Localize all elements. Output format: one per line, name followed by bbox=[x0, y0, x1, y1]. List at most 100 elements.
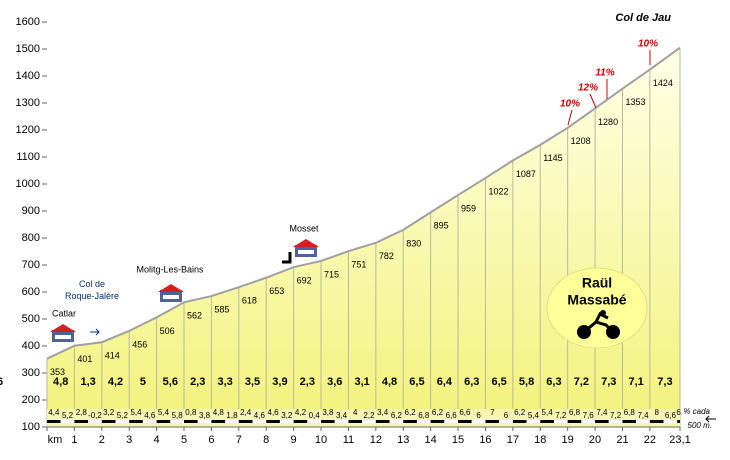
steep-sign: 11% bbox=[595, 68, 614, 79]
half-km-gradient: 4,2 bbox=[295, 408, 307, 417]
half-km-gradient: 4 bbox=[353, 408, 358, 417]
plot: 100 200 300 400 500 600 700 800 900 1000 1100 1200 1… bbox=[0, 16, 716, 446]
half-km-strip bbox=[622, 420, 637, 423]
arrow bbox=[705, 415, 716, 423]
y-tick-label: 1300 bbox=[16, 97, 40, 109]
km-gradient: 6,5 bbox=[409, 376, 424, 388]
km-gradient: 4,2 bbox=[108, 376, 123, 388]
half-km-strip bbox=[595, 420, 609, 423]
half-km-strip bbox=[252, 420, 267, 423]
half-km-gradient: 6,8 bbox=[624, 408, 636, 417]
x-tick-label: 23,1 bbox=[669, 434, 690, 446]
legend-note: 500 m. bbox=[688, 421, 712, 430]
half-km-gradient: 6 bbox=[676, 408, 681, 417]
half-km-gradient: 6,8 bbox=[418, 411, 430, 420]
badge-text: Raül bbox=[582, 275, 612, 291]
half-km-strip bbox=[649, 420, 664, 423]
half-km-strip bbox=[115, 420, 130, 423]
steep-sign: 10% bbox=[560, 99, 580, 110]
data-label: 562 bbox=[187, 311, 202, 321]
half-km-gradient: 7 bbox=[490, 408, 495, 417]
half-km-gradient: 5,4 bbox=[158, 408, 170, 417]
icon bbox=[158, 284, 184, 292]
half-km-strip bbox=[553, 420, 568, 423]
half-km-gradient: 4,6 bbox=[254, 411, 266, 420]
km-gradient: 6,3 bbox=[546, 376, 561, 388]
half-km-strip bbox=[512, 420, 527, 423]
data-label: 1424 bbox=[653, 78, 673, 88]
y-tick-label: 200 bbox=[22, 394, 40, 406]
icon bbox=[282, 252, 292, 264]
x-tick-label: 7 bbox=[236, 434, 242, 446]
x-tick-label: km bbox=[48, 434, 63, 446]
place-label: Col de Roque-Jalère bbox=[65, 279, 119, 301]
x-tick-label: 11 bbox=[343, 434, 354, 446]
data-label: 959 bbox=[461, 203, 476, 213]
area-fill bbox=[47, 47, 680, 428]
km-gradient: 6,4 bbox=[437, 376, 453, 388]
half-km-gradient: 6,2 bbox=[405, 408, 417, 417]
x-tick-label: 4 bbox=[154, 434, 160, 446]
km-gradient: 6,5 bbox=[491, 376, 506, 388]
half-km-strip bbox=[430, 420, 445, 423]
half-km-strip bbox=[238, 420, 253, 423]
y-tick-label: 800 bbox=[22, 232, 40, 244]
half-km-strip bbox=[47, 420, 61, 423]
km-gradient: 6,3 bbox=[464, 376, 479, 388]
half-km-gradient: 6 bbox=[504, 411, 509, 420]
km-gradient: 7,1 bbox=[629, 376, 644, 388]
place-label: Catlar bbox=[52, 308, 76, 318]
km-gradient: 3,3 bbox=[217, 376, 232, 388]
x-tick-label: 22 bbox=[644, 434, 656, 446]
icon bbox=[293, 239, 319, 247]
km-gradient: 5,8 bbox=[519, 376, 534, 388]
data-label: 401 bbox=[77, 354, 92, 364]
half-km-strip bbox=[74, 420, 89, 423]
data-label: 1280 bbox=[598, 117, 618, 127]
half-km-gradient: 0,8 bbox=[185, 408, 197, 417]
half-km-strip bbox=[129, 420, 143, 423]
half-km-gradient: 4,8 bbox=[213, 408, 225, 417]
half-km-gradient: 5,4 bbox=[528, 411, 540, 420]
km-gradient: 3,9 bbox=[272, 376, 287, 388]
x-tick-label: 17 bbox=[507, 434, 519, 446]
y-tick-label: 100 bbox=[22, 421, 40, 433]
data-label: 618 bbox=[242, 296, 257, 306]
half-km-strip bbox=[197, 420, 212, 423]
half-km-strip bbox=[389, 420, 404, 423]
half-km-strip bbox=[184, 420, 198, 423]
half-km-strip bbox=[307, 420, 322, 423]
x-tick-label: 18 bbox=[534, 434, 546, 446]
km-gradient: 5 bbox=[140, 376, 146, 388]
data-label: 1208 bbox=[571, 136, 591, 146]
x-tick-label: 9 bbox=[291, 434, 297, 446]
km-gradient: 7,3 bbox=[601, 376, 616, 388]
x-tick-label: 5 bbox=[181, 434, 187, 446]
km-gradient: 3,5 bbox=[245, 376, 260, 388]
legend-note: % cada bbox=[683, 407, 710, 416]
half-km-strip bbox=[526, 420, 541, 423]
data-label: 715 bbox=[324, 269, 339, 279]
km-gradient: 5,6 bbox=[163, 376, 178, 388]
half-km-strip bbox=[279, 420, 294, 423]
half-km-gradient: 0,4 bbox=[309, 411, 321, 420]
half-km-strip bbox=[499, 420, 513, 423]
half-km-gradient: 5,2 bbox=[117, 411, 129, 420]
icon bbox=[298, 250, 314, 254]
x-tick-label: 20 bbox=[589, 434, 601, 446]
place-label: Mosset bbox=[289, 223, 319, 233]
y-tick-label: 1000 bbox=[16, 178, 40, 190]
half-km-gradient: 7,4 bbox=[637, 411, 649, 420]
half-km-gradient: 8 bbox=[654, 408, 659, 417]
half-km-gradient: 7,2 bbox=[610, 411, 622, 420]
km-gradient: 2,3 bbox=[190, 376, 205, 388]
y-tick-label: 1500 bbox=[16, 43, 40, 55]
x-tick-label: 3 bbox=[126, 434, 132, 446]
y-tick-label: 400 bbox=[22, 340, 40, 352]
half-km-gradient: 7,4 bbox=[596, 408, 608, 417]
half-km-gradient: 2,2 bbox=[363, 411, 375, 420]
x-tick-label: 13 bbox=[397, 434, 409, 446]
half-km-strip bbox=[608, 420, 623, 423]
half-km-strip bbox=[334, 420, 349, 423]
